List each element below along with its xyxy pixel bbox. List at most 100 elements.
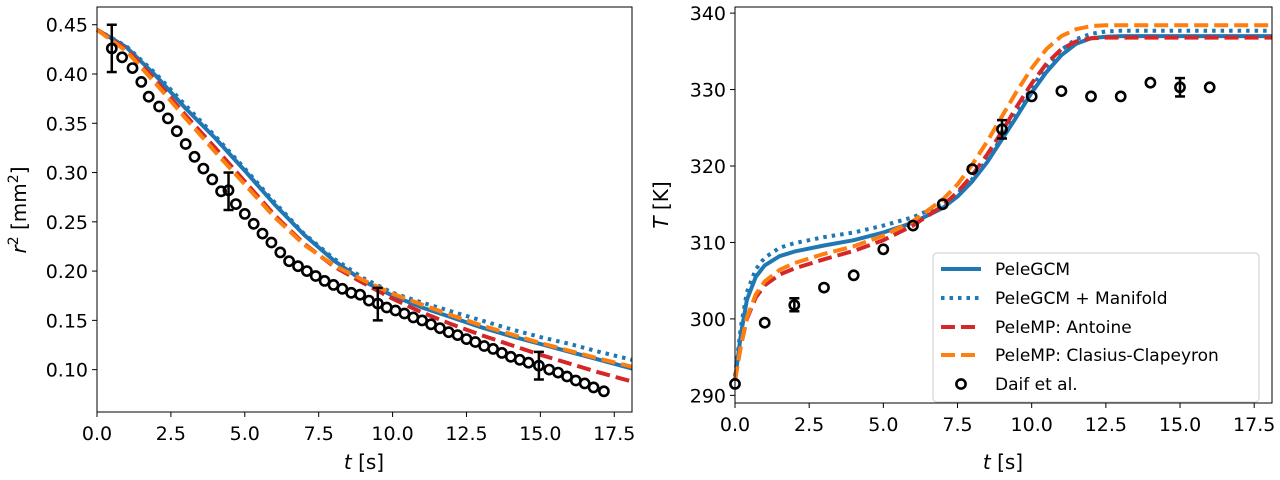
right-y-tick-label: 320 (690, 156, 726, 178)
left-scatter-point (105, 42, 118, 55)
right-scatter-point (1174, 81, 1186, 94)
right-chart: 0.0 2.5 5.0 7.5 10.0 12.5 15.0 17.5 290 300 310 32… (649, 3, 1275, 474)
right-x-tick-label: 2.5 (794, 414, 824, 436)
left-y-ticks: 0.10 0.15 0.20 0.25 0.30 0.35 0.40 0.45 (46, 15, 97, 382)
left-scatter-point (354, 288, 366, 301)
right-scatter-point (1203, 81, 1216, 94)
legend: PeleGCM PeleGCM + Manifold PeleMP: Antoine… (932, 252, 1260, 403)
left-scatter-point (197, 162, 210, 175)
right-scatter-point (966, 163, 979, 175)
left-scatter-point (587, 381, 600, 394)
left-x-tick-label: 15.0 (519, 423, 561, 445)
left-scatter-point (274, 246, 287, 259)
left-scatter-point (522, 356, 535, 369)
left-scatter-point (300, 265, 313, 277)
right-y-tick-label: 300 (690, 309, 726, 331)
legend-label-3: PeleMP: Antoine (995, 318, 1132, 338)
right-y-axis-label: T [K] (649, 181, 673, 228)
left-x-tick-label: 12.5 (445, 423, 487, 445)
left-y-tick-label: 0.30 (46, 163, 88, 185)
left-scatter-point (161, 112, 174, 125)
right-x-tick-label: 0.0 (720, 414, 750, 436)
right-scatter-point (1085, 90, 1097, 103)
legend-box (932, 252, 1260, 403)
left-error-bar-2 (223, 171, 234, 212)
right-series-line-2 (733, 28, 1272, 377)
left-scatter-point (215, 185, 227, 198)
right-x-tick-label: 5.0 (868, 414, 898, 436)
left-error-bar-3 (372, 286, 383, 322)
right-y-tick-label: 290 (690, 385, 726, 407)
legend-items: PeleGCM PeleGCM + Manifold PeleMP: Antoine… (941, 260, 1219, 395)
left-scatter-point (292, 260, 304, 273)
left-scatter-point (179, 138, 192, 150)
left-x-tick-label: 2.5 (156, 423, 186, 445)
left-y-tick-label: 0.10 (46, 360, 88, 382)
left-x-axis-label: t [s] (344, 450, 384, 474)
left-scatter-point (283, 255, 295, 268)
left-x-tick-label: 5.0 (230, 423, 260, 445)
left-y-tick-label: 0.35 (46, 113, 88, 135)
left-scatter-point (222, 184, 235, 197)
right-scatter-point (1025, 90, 1038, 103)
left-chart: 0.0 2.5 5.0 7.5 10.0 12.5 15.0 17.5 0.10 0.15 0.2… (6, 6, 635, 474)
right-y-tick-label: 340 (690, 3, 726, 25)
right-x-tick-label: 12.5 (1085, 414, 1127, 436)
left-scatter-point (116, 51, 128, 64)
left-plot-border (96, 6, 633, 413)
right-series-line-3 (733, 35, 1272, 381)
right-y-tick-label: 330 (690, 80, 726, 102)
legend-label-4: PeleMP: Clasius-Clapeyron (995, 346, 1219, 366)
left-y-tick-label: 0.25 (46, 212, 88, 234)
left-scatter-point (126, 62, 139, 74)
legend-swatch-scatter (955, 378, 967, 390)
right-y-tick-label: 310 (690, 232, 726, 254)
right-series-lines (733, 23, 1272, 381)
left-y-tick-label: 0.15 (46, 310, 88, 332)
left-scatter-point (247, 217, 260, 230)
right-error-bar-2 (997, 118, 1008, 140)
right-scatter-point (847, 269, 860, 282)
left-scatter-point (598, 385, 610, 398)
right-x-ticks: 0.0 2.5 5.0 7.5 10.0 12.5 15.0 17.5 (720, 403, 1275, 436)
legend-label-2: PeleGCM + Manifold (995, 289, 1168, 309)
left-y-tick-label: 0.45 (46, 15, 88, 37)
left-x-tick-label: 7.5 (304, 423, 334, 445)
left-scatter-point (142, 90, 155, 103)
left-scatter-point (256, 227, 269, 240)
left-x-tick-label: 17.5 (593, 423, 635, 445)
left-series-lines (95, 27, 633, 384)
right-scatter-point (877, 243, 890, 256)
left-y-tick-label: 0.20 (46, 261, 88, 283)
left-scatter-point (533, 359, 545, 372)
right-y-ticks: 290 300 310 320 330 340 (690, 3, 735, 407)
left-scatter-point (170, 125, 183, 138)
right-scatter-point (758, 316, 771, 329)
left-error-bar-4 (533, 350, 544, 381)
right-scatter-point (936, 198, 949, 211)
left-scatter-point (135, 76, 148, 88)
left-scatter-point (206, 173, 219, 186)
right-x-tick-label: 15.0 (1159, 414, 1201, 436)
left-scatter-point (265, 236, 278, 249)
left-x-ticks: 0.0 2.5 5.0 7.5 10.0 12.5 15.0 17.5 (82, 412, 635, 445)
right-x-tick-label: 17.5 (1233, 414, 1275, 436)
left-scatter-point (153, 100, 165, 113)
right-x-tick-label: 7.5 (942, 414, 972, 436)
left-plot-frame (97, 7, 632, 412)
right-x-axis-label: t [s] (983, 450, 1023, 474)
right-scatter-point (996, 123, 1008, 136)
right-plot-border (734, 6, 1273, 404)
left-scatter-markers (105, 23, 610, 398)
right-scatter-point (818, 281, 830, 294)
right-error-bar-3 (1175, 76, 1186, 98)
legend-label-scatter: Daif et al. (995, 375, 1078, 395)
right-scatter-point (1114, 90, 1127, 103)
left-y-tick-label: 0.40 (46, 64, 88, 86)
left-scatter-point (188, 150, 201, 163)
left-y-axis-label: r2 [mm2] (6, 166, 31, 253)
left-error-bar-1 (106, 23, 117, 74)
right-x-tick-label: 10.0 (1011, 414, 1053, 436)
right-scatter-point (1144, 76, 1157, 89)
